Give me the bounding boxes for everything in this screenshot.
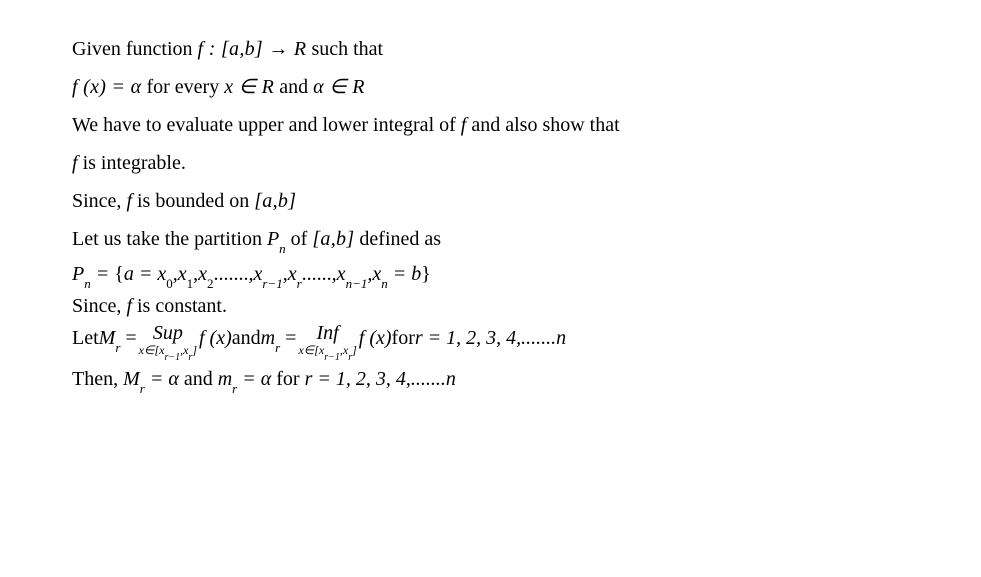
math-expr: f (x) <box>199 322 232 349</box>
subscript: n <box>84 276 91 291</box>
op-under: x∈[xr−1,xr] <box>139 344 197 360</box>
math-expr: = α <box>237 368 276 390</box>
text: such that <box>311 38 383 60</box>
subscript: 2 <box>207 276 214 291</box>
line-2: f (x) = α for every x ∈ R and α ∈ R <box>72 68 909 106</box>
math-expr: α ∈ R <box>313 76 365 98</box>
text: for every <box>146 76 219 98</box>
math-expr: [a,b] <box>312 228 354 250</box>
math-var: P <box>72 263 84 285</box>
line-10: Then, Mr = α and mr = α for r = 1, 2, 3,… <box>72 360 909 399</box>
line-5: Since, f is bounded on [a,b] <box>72 182 909 220</box>
text: Let us take the partition <box>72 228 262 250</box>
line-3: We have to evaluate upper and lower inte… <box>72 106 909 144</box>
line-8: Since, f is constant. <box>72 291 909 322</box>
text: and also show that <box>471 114 619 136</box>
subscript: r <box>232 381 237 396</box>
math-var: P <box>267 228 279 250</box>
math-expr: a = x <box>124 263 166 285</box>
text: Since, <box>72 190 121 212</box>
math-expr: x ∈ R <box>224 76 274 98</box>
line-6: Let us take the partition Pn of [a,b] de… <box>72 220 909 259</box>
text: is constant. <box>137 295 227 317</box>
subscript: r−1 <box>262 276 282 291</box>
math-expr: = α <box>145 368 184 390</box>
math-var: x <box>178 263 187 285</box>
math-document: Given function f : [a,b] → R such that f… <box>0 0 981 429</box>
subscript: r <box>297 276 302 291</box>
text: is bounded on <box>137 190 249 212</box>
text: and <box>232 322 261 349</box>
math-expr: = b <box>388 263 422 285</box>
math-expr: r = 1, 2, 3, 4,.......n <box>415 322 566 349</box>
brace-close: } <box>421 263 431 285</box>
dots: ...... <box>302 263 332 285</box>
text: Let <box>72 322 99 349</box>
text: Then, <box>72 368 123 390</box>
dots: ....... <box>213 263 248 285</box>
text: and <box>279 76 308 98</box>
math-var: x <box>288 263 297 285</box>
text: is integrable. <box>83 152 186 174</box>
text: for <box>276 368 304 390</box>
text: and <box>184 368 218 390</box>
math-var: f <box>72 152 78 174</box>
subscript: n−1 <box>346 276 368 291</box>
op-under: x∈[xr−1,xr] <box>298 344 356 360</box>
math-expr: Mr = <box>99 322 137 352</box>
math-var: x <box>337 263 346 285</box>
math-expr: mr = <box>261 322 297 352</box>
math-op: = <box>91 263 115 285</box>
subscript: 1 <box>187 276 194 291</box>
line-9: Let Mr = Sup x∈[xr−1,xr] f (x) and mr = … <box>72 322 909 360</box>
subscript: n <box>381 276 388 291</box>
text: Given function <box>72 38 193 60</box>
line-1: Given function f : [a,b] → R such that <box>72 30 909 68</box>
sup-operator: Sup x∈[xr−1,xr] <box>139 322 197 360</box>
subscript: 0 <box>166 276 173 291</box>
math-expr: [a,b] <box>254 190 296 212</box>
text: for <box>392 322 415 349</box>
subscript: r <box>140 381 145 396</box>
math-var: f <box>126 190 132 212</box>
text: defined as <box>359 228 441 250</box>
math-var: x <box>198 263 207 285</box>
text: Since, <box>72 295 121 317</box>
line-4: f is integrable. <box>72 144 909 182</box>
brace-open: { <box>114 263 124 285</box>
math-expr: f (x) <box>359 322 392 349</box>
math-var: x <box>372 263 381 285</box>
math-expr: f (x) = α <box>72 76 141 98</box>
text: of <box>291 228 308 250</box>
op-sup: Sup <box>153 322 183 344</box>
op-inf: Inf <box>317 322 339 344</box>
text: We have to evaluate upper and lower inte… <box>72 114 456 136</box>
math-expr: f : [a,b] → R <box>198 38 307 60</box>
line-7: Pn = {a = x0,x1,x2.......,xr−1,xr......,… <box>72 259 909 291</box>
inf-operator: Inf x∈[xr−1,xr] <box>298 322 356 360</box>
math-var: f <box>461 114 467 136</box>
math-var: M <box>123 368 140 390</box>
math-var: m <box>218 368 232 390</box>
subscript: n <box>279 241 286 256</box>
math-expr: r = 1, 2, 3, 4,.......n <box>305 368 456 390</box>
math-var: f <box>126 295 132 317</box>
